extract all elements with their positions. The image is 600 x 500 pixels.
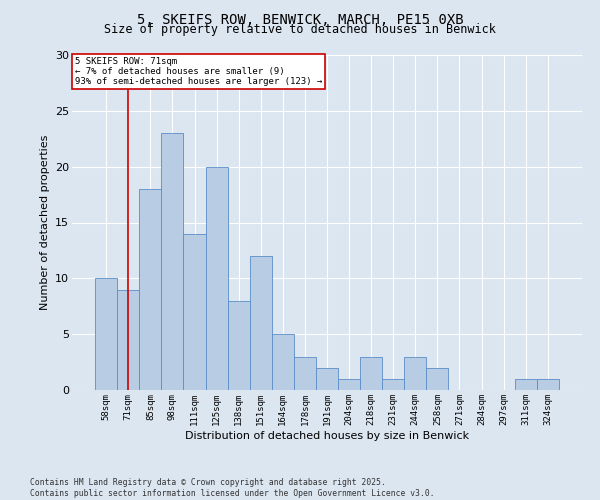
Text: Size of property relative to detached houses in Benwick: Size of property relative to detached ho… (104, 22, 496, 36)
Bar (206, 166, 227, 390)
Bar (316, 368, 338, 390)
Text: 5 SKEIFS ROW: 71sqm
← 7% of detached houses are smaller (9)
93% of semi-detached: 5 SKEIFS ROW: 71sqm ← 7% of detached hou… (74, 56, 322, 86)
Bar (272, 334, 294, 390)
Bar (184, 234, 206, 390)
Text: 5, SKEIFS ROW, BENWICK, MARCH, PE15 0XB: 5, SKEIFS ROW, BENWICK, MARCH, PE15 0XB (137, 12, 463, 26)
Bar (161, 133, 184, 390)
X-axis label: Distribution of detached houses by size in Benwick: Distribution of detached houses by size … (185, 430, 469, 440)
Bar (338, 379, 360, 390)
Bar (404, 356, 427, 390)
Y-axis label: Number of detached properties: Number of detached properties (40, 135, 50, 310)
Bar (360, 356, 382, 390)
Bar (117, 290, 139, 390)
Bar (427, 368, 448, 390)
Bar (382, 379, 404, 390)
Text: Contains HM Land Registry data © Crown copyright and database right 2025.
Contai: Contains HM Land Registry data © Crown c… (30, 478, 434, 498)
Bar (139, 189, 161, 390)
Bar (537, 379, 559, 390)
Bar (294, 356, 316, 390)
Bar (95, 278, 117, 390)
Bar (227, 300, 250, 390)
Bar (515, 379, 537, 390)
Bar (250, 256, 272, 390)
